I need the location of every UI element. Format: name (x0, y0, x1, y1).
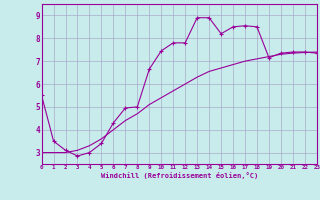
X-axis label: Windchill (Refroidissement éolien,°C): Windchill (Refroidissement éolien,°C) (100, 172, 258, 179)
